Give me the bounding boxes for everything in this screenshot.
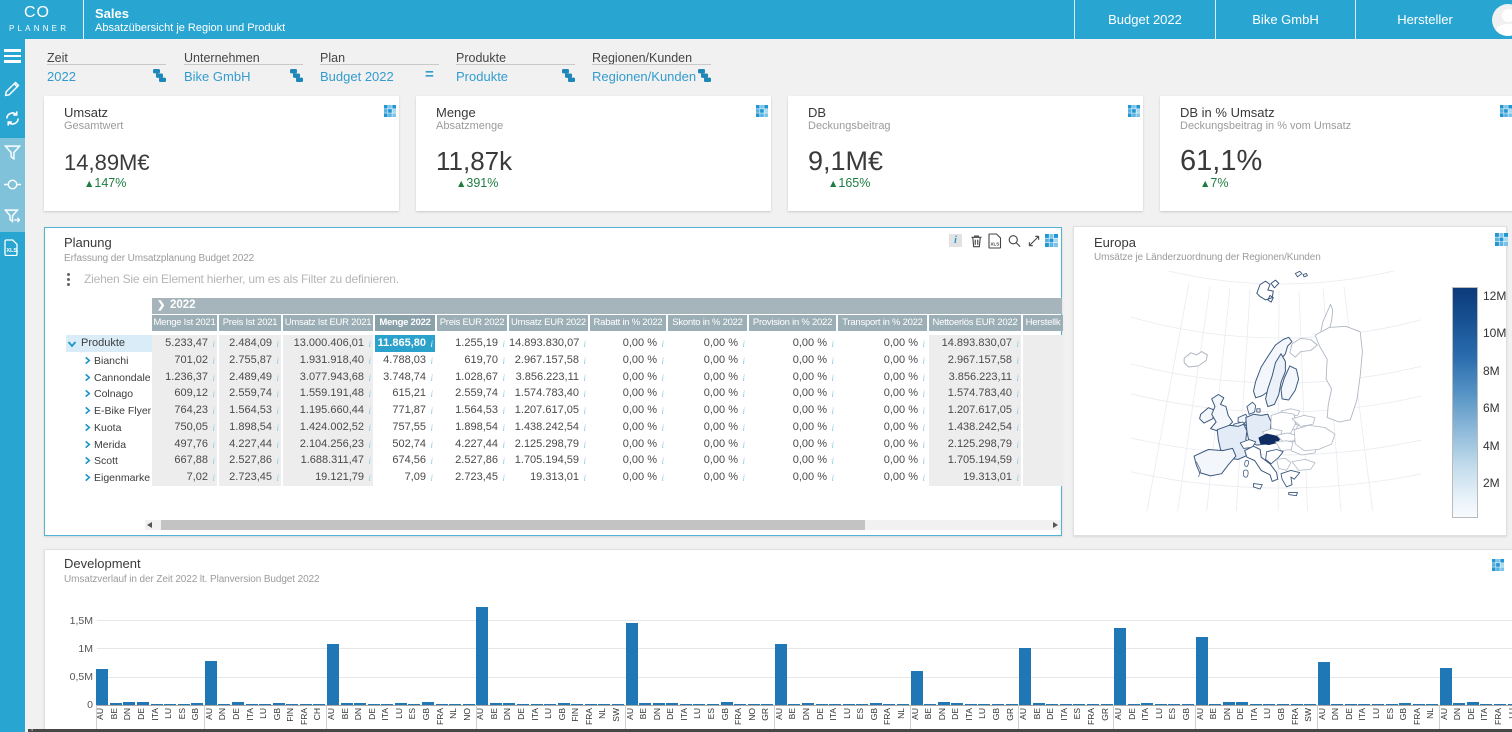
svg-text:XLS: XLS (991, 242, 1000, 247)
svg-text:XLS: XLS (6, 248, 17, 254)
